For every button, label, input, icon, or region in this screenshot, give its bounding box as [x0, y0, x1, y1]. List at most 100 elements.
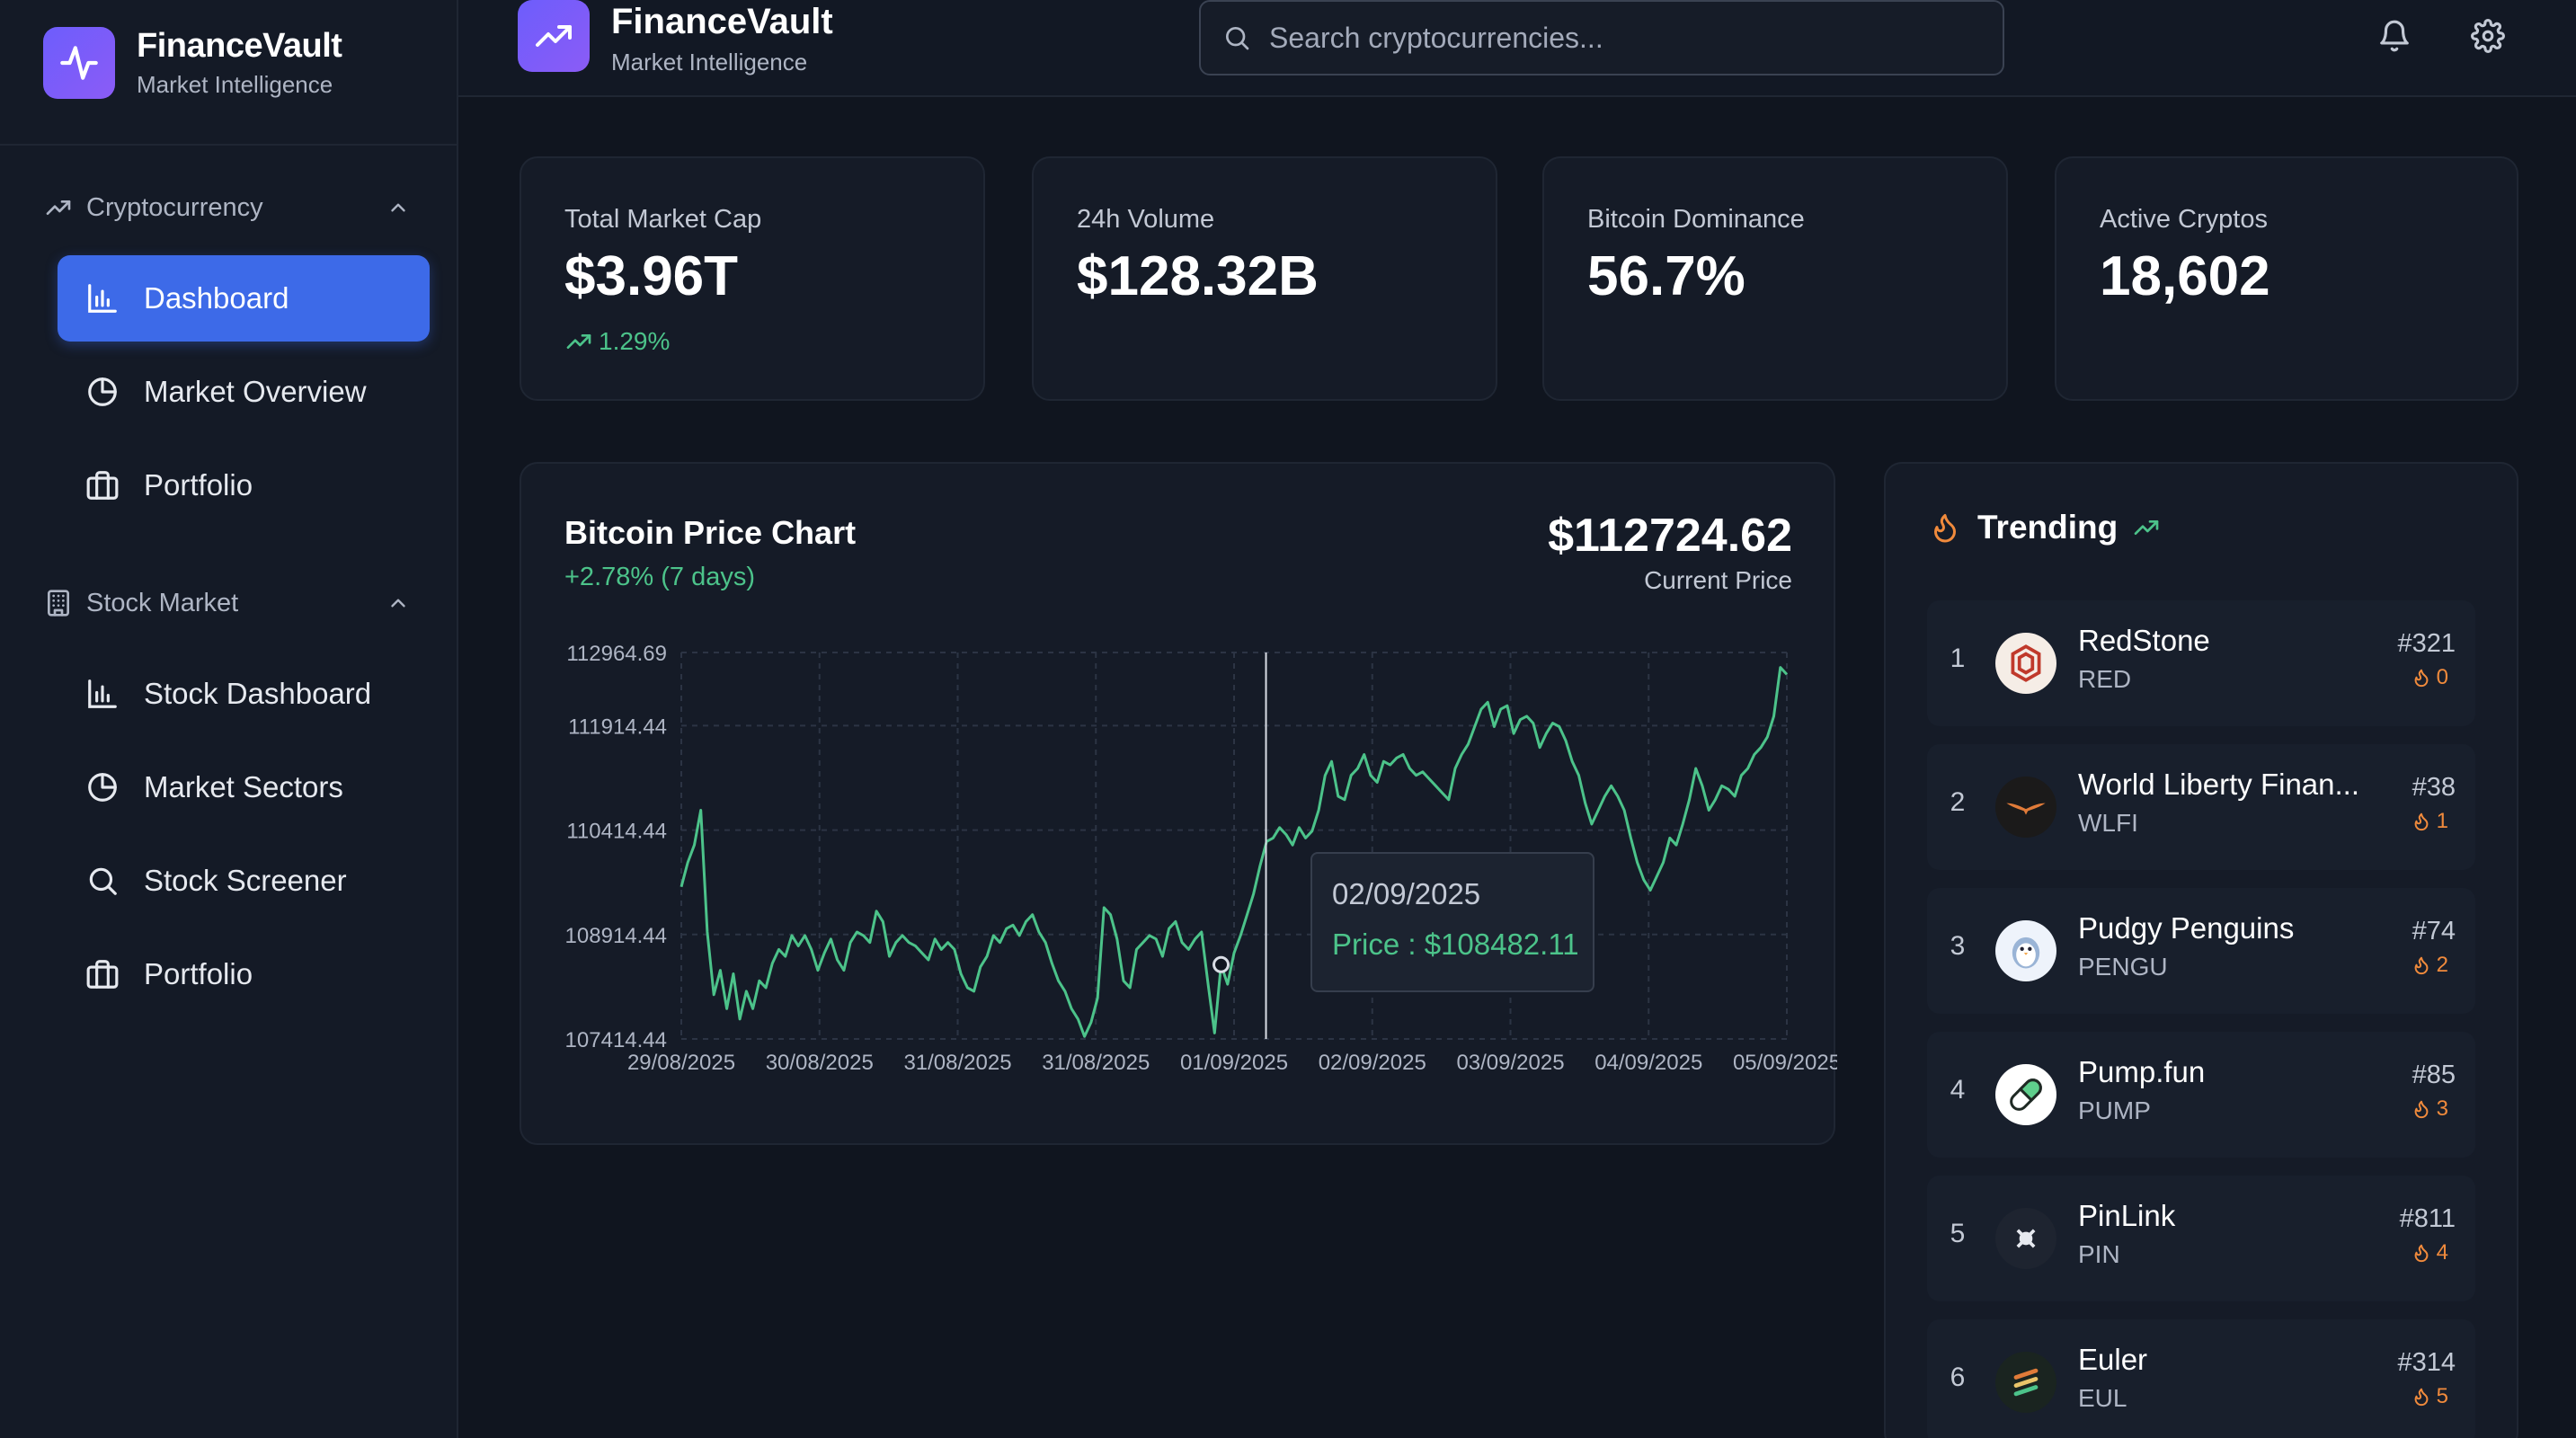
trending-score-value: 2	[2436, 953, 2448, 977]
stat-value: 18,602	[2100, 245, 2270, 307]
gear-icon[interactable]	[2466, 14, 2509, 58]
price-chart-card: Bitcoin Price Chart +2.78% (7 days) $112…	[520, 462, 1837, 1147]
stat-change-value: 1.29%	[599, 327, 671, 355]
trending-rank: 5	[1950, 1219, 1966, 1248]
pengu-logo-icon	[1995, 920, 2056, 981]
sidebar-item-market-sectors[interactable]: Market Sectors	[58, 744, 430, 830]
price-line-chart[interactable]: 112964.69 111914.44 110414.44 108914.44 1074…	[521, 464, 1837, 1147]
brand-subtitle: Market Intelligence	[137, 71, 333, 98]
trending-rank: 1	[1950, 644, 1966, 673]
trending-name: Pump.fun	[2078, 1055, 2206, 1088]
x-tick-label: 05/09/2025	[1733, 1051, 1837, 1075]
trending-score: 0	[2412, 665, 2448, 690]
search-icon	[84, 863, 120, 899]
y-tick-label: 112964.69	[566, 642, 667, 666]
x-tick-label: 03/09/2025	[1456, 1051, 1564, 1075]
trending-row[interactable]: 5 PinLink PIN #811 4	[1927, 1176, 2475, 1301]
search-input[interactable]	[1269, 21, 1988, 55]
tooltip-price: Price : $108482.11	[1332, 928, 1579, 961]
stat-label: Active Cryptos	[2100, 205, 2268, 234]
wlfi-logo-icon	[1995, 777, 2056, 838]
chevron-up-icon[interactable]	[385, 590, 412, 617]
section-cryptocurrency[interactable]: Cryptocurrency	[43, 192, 412, 223]
tooltip-date: 02/09/2025	[1332, 877, 1481, 910]
trending-rank: 4	[1950, 1075, 1966, 1105]
trending-symbol: PENGU	[2078, 953, 2168, 981]
stat-value: $3.96T	[564, 245, 739, 307]
trending-up-icon	[564, 327, 593, 356]
briefcase-icon	[84, 956, 120, 992]
sidebar-item-label: Stock Screener	[144, 864, 347, 897]
bar-chart-icon	[84, 676, 120, 712]
flame-icon	[2412, 1099, 2431, 1119]
trending-rank: 6	[1950, 1363, 1966, 1392]
x-tick-label: 31/08/2025	[903, 1051, 1011, 1075]
flame-icon	[2412, 812, 2431, 831]
pulse-icon	[43, 27, 115, 99]
trending-market-cap-rank: #811	[2399, 1204, 2456, 1233]
trending-up-icon[interactable]	[518, 0, 590, 72]
search-box	[1199, 0, 2004, 75]
trending-name: PinLink	[2078, 1199, 2176, 1232]
trending-rank: 2	[1950, 787, 1966, 817]
trending-name: Euler	[2078, 1343, 2148, 1376]
pie-chart-icon	[84, 769, 120, 805]
pie-chart-icon	[84, 374, 120, 410]
chart-tooltip: 02/09/2025 Price : $108482.11	[1310, 852, 1594, 992]
stat-change: 1.29%	[564, 327, 670, 356]
trending-up-icon	[43, 192, 74, 223]
trending-score-value: 0	[2436, 665, 2448, 689]
stat-value: 56.7%	[1587, 245, 1745, 307]
trending-symbol: EUL	[2078, 1384, 2127, 1412]
y-tick-label: 111914.44	[568, 715, 667, 739]
price-series-line	[680, 666, 1789, 1038]
section-stock-market[interactable]: Stock Market	[43, 588, 412, 618]
chart-change: +2.78% (7 days)	[564, 563, 755, 591]
flame-icon	[2412, 1243, 2431, 1263]
stat-value: $128.32B	[1077, 245, 1319, 307]
trending-market-cap-rank: #85	[2412, 1061, 2456, 1089]
sidebar-item-label: Portfolio	[144, 957, 253, 990]
trending-row[interactable]: 1 RedStone RED #321 0	[1927, 600, 2475, 726]
sidebar: FinanceVault Market Intelligence Cryptoc…	[0, 0, 458, 1438]
trending-title: Trending	[1977, 509, 2119, 546]
sidebar-item-stock-dashboard[interactable]: Stock Dashboard	[58, 651, 430, 737]
pinlink-logo-icon	[1995, 1208, 2056, 1269]
y-tick-label: 110414.44	[566, 820, 667, 844]
trending-score: 4	[2412, 1240, 2448, 1265]
x-tick-label: 29/08/2025	[627, 1051, 735, 1075]
chevron-up-icon[interactable]	[385, 194, 412, 221]
trending-score: 3	[2412, 1096, 2448, 1122]
sidebar-item-label: Stock Dashboard	[144, 677, 372, 710]
trending-name: Pudgy Penguins	[2078, 911, 2295, 945]
bell-icon[interactable]	[2373, 14, 2416, 58]
trending-row[interactable]: 4 Pump.fun PUMP #85 3	[1927, 1032, 2475, 1158]
stat-card-market-cap: Total Market Cap $3.96T 1.29%	[520, 156, 985, 401]
sidebar-item-stock-screener[interactable]: Stock Screener	[58, 838, 430, 924]
trending-row[interactable]: 6 Euler EUL #314 5	[1927, 1319, 2475, 1438]
trending-name: World Liberty Finan...	[2078, 768, 2360, 801]
sidebar-item-portfolio[interactable]: Portfolio	[58, 442, 430, 528]
sidebar-item-label: Market Sectors	[144, 770, 343, 803]
topbar: FinanceVault Market Intelligence	[458, 0, 2576, 97]
sidebar-item-dashboard[interactable]: Dashboard	[58, 255, 430, 342]
trending-row[interactable]: 2 World Liberty Finan... WLFI #38 1	[1927, 744, 2475, 870]
trending-market-cap-rank: #321	[2397, 629, 2456, 658]
bar-chart-icon	[84, 280, 120, 316]
trending-header: Trending	[1929, 509, 2161, 546]
y-tick-label: 107414.44	[565, 1028, 667, 1052]
sidebar-item-stock-portfolio[interactable]: Portfolio	[58, 931, 430, 1017]
trending-score: 5	[2412, 1384, 2448, 1409]
trending-symbol: WLFI	[2078, 809, 2138, 837]
building-icon	[43, 588, 74, 618]
y-tick-label: 108914.44	[565, 924, 667, 948]
sidebar-item-market-overview[interactable]: Market Overview	[58, 349, 430, 435]
sidebar-brand[interactable]: FinanceVault Market Intelligence	[43, 27, 342, 99]
trending-score-value: 3	[2436, 1096, 2448, 1121]
x-tick-label: 02/09/2025	[1319, 1051, 1426, 1075]
trending-up-icon	[2132, 513, 2161, 542]
current-price-label: Current Price	[1644, 566, 1792, 594]
trending-row[interactable]: 3 Pudgy Penguins PENGU #74 2	[1927, 888, 2475, 1014]
trending-card: Trending 1 RedStone RED #321 0 2 World L…	[1884, 462, 2518, 1438]
x-tick-label: 30/08/2025	[766, 1051, 874, 1075]
